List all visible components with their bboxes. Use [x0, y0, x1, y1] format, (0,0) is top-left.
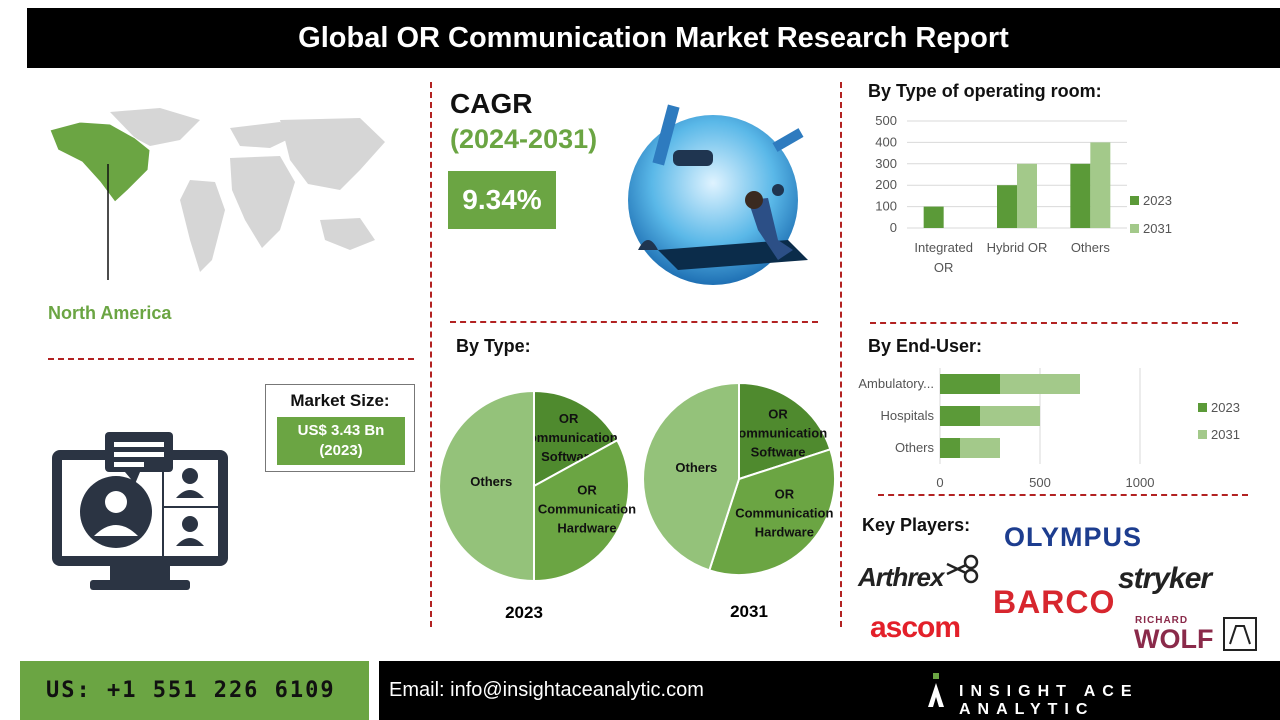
y-tick-label: 0 [890, 220, 897, 235]
cagr-years: (2024-2031) [450, 124, 598, 154]
legend-label: 2023 [1143, 193, 1172, 208]
pie-slice-label: OR Communication Hardware [538, 483, 636, 536]
market-size-box: Market Size: US$ 3.43 Bn (2023) [265, 384, 415, 472]
footer-phone: US: +1 551 226 6109 [20, 661, 369, 720]
x-tick-label: Others [1071, 240, 1111, 255]
market-size-year: (2023) [319, 442, 363, 459]
y-tick-label: 400 [875, 134, 897, 149]
x-tick-label: Integrated [914, 240, 973, 255]
logo-ascom: ascom [870, 611, 961, 644]
pie-slice [738, 381, 832, 481]
pie-year-label: 2023 [505, 603, 543, 622]
legend-label: 2031 [1143, 221, 1172, 236]
world-map-icon [49, 108, 385, 280]
market-size-label: Market Size: [290, 391, 390, 410]
pie-slice-label: Others [675, 460, 717, 475]
legend-label: 2023 [1211, 400, 1240, 415]
bar [1000, 374, 1080, 394]
legend-swatch [1130, 196, 1139, 205]
x-tick-label: 500 [1029, 475, 1051, 490]
y-tick-label: 300 [875, 156, 897, 171]
divider-right-top [870, 322, 1238, 324]
legend-swatch [1198, 430, 1207, 439]
divider-middle [450, 321, 818, 323]
bar [923, 206, 944, 228]
pie-slice [438, 389, 535, 583]
logo-barco: BARCO [993, 584, 1116, 620]
bar [997, 185, 1017, 228]
bar [980, 406, 1040, 426]
pie-year-label: 2031 [730, 602, 768, 621]
brand-logo-icon [928, 673, 944, 707]
cagr-title: CAGR [450, 88, 533, 119]
market-size-amount: US$ 3.43 Bn [297, 422, 385, 439]
pie-charts-type: OR Communication Software OR Communication Ha… [438, 381, 836, 622]
bar [1070, 163, 1091, 228]
footer-email[interactable]: Email: info@insightaceanalytic.com [389, 679, 704, 701]
section-title-operating-room: By Type of operating room: [868, 81, 1102, 101]
pie-slice-label: OR Communication Hardware [735, 486, 833, 539]
bar [940, 406, 980, 426]
report-title: Global OR Communication Market Research … [27, 8, 1280, 68]
y-tick-label: Ambulatory... [858, 376, 934, 391]
legend-swatch [1130, 224, 1139, 233]
bar-chart-operating-room: 0 100 200 300 400 500 Integrated OR Hybrid OR Oth… [875, 113, 1172, 275]
y-tick-label: 500 [875, 113, 897, 128]
pie-slice [708, 448, 836, 576]
x-tick-label: Hybrid OR [987, 240, 1048, 255]
wolf-emblem-icon [1223, 617, 1257, 651]
region-label: North America [48, 303, 172, 323]
divider-right-bottom [878, 494, 1248, 496]
scissors-icon [946, 554, 979, 584]
pie-slice [642, 381, 740, 572]
legend-swatch [1198, 403, 1207, 412]
logo-wolf: WOLF [1134, 624, 1214, 654]
divider-left [48, 358, 414, 360]
bar-chart-end-user: 0 500 1000 Ambulatory... Hospitals Others 2023… [858, 368, 1240, 490]
bar [960, 438, 1000, 458]
section-title-type: By Type: [456, 336, 531, 356]
y-tick-label: 200 [875, 177, 897, 192]
video-conference-icon [52, 432, 228, 590]
logo-olympus: OLYMPUS [1004, 522, 1143, 552]
pie-slice-label: Others [470, 474, 512, 489]
bar [940, 438, 960, 458]
footer-brand: INSIGHT ACE ANALYTIC [959, 683, 1139, 718]
divider-vertical-left [430, 82, 432, 627]
section-title-key-players: Key Players: [862, 515, 971, 535]
cagr-value: 9.34% [448, 171, 556, 229]
bar [1017, 163, 1037, 228]
logo-richard: RICHARD [1135, 615, 1189, 626]
divider-vertical-right [840, 82, 842, 627]
footer-bar: Email: info@insightaceanalytic.com INSIG… [379, 661, 1280, 720]
pie-slice-label: OR Communication Software [519, 411, 617, 464]
bar [940, 374, 1000, 394]
market-size-value: US$ 3.43 Bn (2023) [277, 417, 405, 465]
x-tick-label: 1000 [1126, 475, 1155, 490]
section-title-end-user: By End-User: [868, 336, 983, 356]
legend-label: 2031 [1211, 427, 1240, 442]
y-tick-label: Others [895, 440, 935, 455]
x-tick-label: OR [934, 260, 954, 275]
y-tick-label: 100 [875, 199, 897, 214]
bar [1090, 142, 1111, 228]
y-tick-label: Hospitals [881, 408, 935, 423]
pie-slice-label: OR Communication Software [729, 406, 827, 459]
x-tick-label: 0 [936, 475, 943, 490]
logo-stryker: stryker [1118, 562, 1212, 595]
satellite-illustration-icon [628, 104, 808, 285]
pie-slice [533, 438, 630, 583]
pie-slice [533, 389, 619, 488]
logo-arthrex: Arthrex [858, 562, 944, 592]
